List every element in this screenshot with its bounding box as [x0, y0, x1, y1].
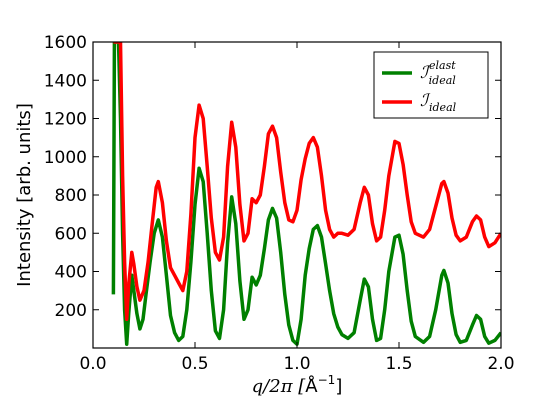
series-layer — [111, 42, 501, 346]
legend-symbol-total: ℐ — [420, 91, 431, 111]
legend-sup-elastic: elast — [429, 59, 456, 72]
x-tick-label: 0.0 — [79, 354, 106, 374]
x-axis-label-prefix: q/2π [ — [252, 376, 307, 397]
y-tick-label: 1400 — [44, 71, 87, 91]
legend-box — [373, 51, 489, 119]
legend-symbol-elastic: ℐ — [420, 63, 431, 83]
y-tick-label: 800 — [55, 186, 87, 206]
legend-sub-elastic: ideal — [429, 74, 457, 87]
y-tick-label: 400 — [55, 263, 87, 283]
x-axis-label-unit: Å — [305, 375, 318, 397]
x-tick-label: 0.5 — [181, 354, 208, 374]
legend-label-total: ℐideal — [420, 91, 457, 114]
series-line-elastic — [111, 42, 501, 346]
x-axis-label: q/2π [Å−1] — [252, 373, 343, 397]
y-tick-label: 1000 — [44, 148, 87, 168]
y-tick-label: 200 — [55, 301, 87, 321]
y-axis-ticks: 200 400 600 800 1000 1200 1400 1600 — [44, 33, 501, 321]
y-tick-label: 1600 — [44, 33, 87, 53]
legend-label-elastic: ℐelast ideal — [420, 59, 456, 87]
y-axis-label: Intensity [arb. units] — [14, 103, 35, 287]
y-tick-label: 600 — [55, 224, 87, 244]
x-axis-ticks: 0.0 0.5 1.0 1.5 2.0 — [79, 42, 515, 374]
x-axis-label-exponent: −1 — [318, 373, 336, 387]
x-tick-label: 2.0 — [487, 354, 514, 374]
x-tick-label: 1.0 — [283, 354, 310, 374]
x-axis-label-suffix: ] — [335, 376, 342, 397]
legend-sub-total: ideal — [429, 101, 457, 114]
x-tick-label: 1.5 — [385, 354, 412, 374]
series-line-total — [113, 42, 501, 322]
legend: ℐelast ideal ℐideal — [373, 51, 489, 119]
y-tick-label: 1200 — [44, 110, 87, 130]
